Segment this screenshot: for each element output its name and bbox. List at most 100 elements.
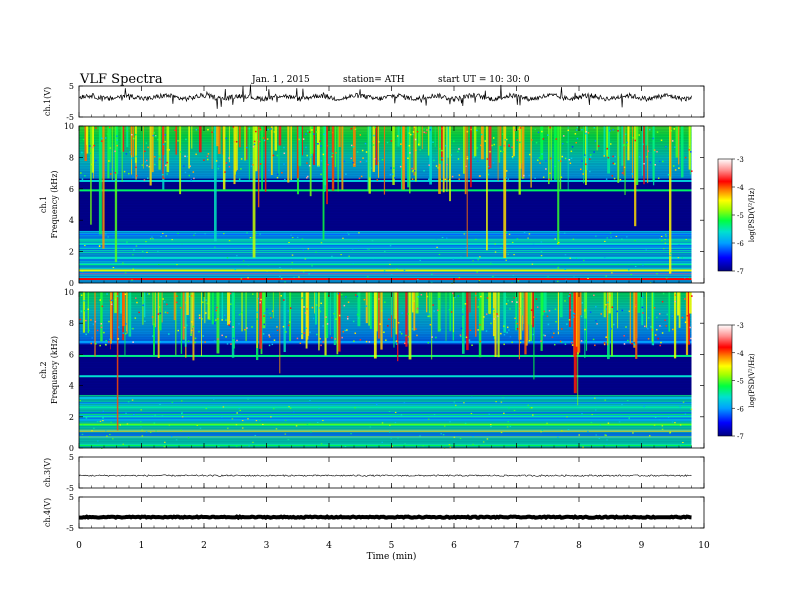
ch1-spectrogram-sferic xyxy=(334,126,337,167)
ch1-spectrogram-sferic xyxy=(198,126,202,153)
ch2-spectrogram-sferic xyxy=(283,292,286,353)
ch2-spectrogram-speckle xyxy=(175,301,178,304)
ch1-spectrogram-speckle xyxy=(106,133,109,135)
ch2-spectrogram-low-speckle xyxy=(667,417,670,419)
ch1-spectrogram-sferic xyxy=(618,126,620,157)
ch1-spectrogram-low-speckle xyxy=(603,257,606,259)
ch2-spectrogram-speckle xyxy=(85,333,87,336)
ch1-spectrogram-speckle xyxy=(470,128,472,131)
ch2-spectrogram-speckle xyxy=(148,293,150,295)
ch1-spectrogram-speckle xyxy=(309,156,311,158)
ch2-spectrogram-low-speckle xyxy=(81,424,84,426)
ch2-spectrogram-low-speckle xyxy=(472,443,474,445)
ch2-spectrogram-speckle xyxy=(230,303,232,305)
ch1-spectrogram-speckle xyxy=(114,171,117,174)
ch2-spectrogram-row xyxy=(79,390,692,394)
ch1-spectrogram-speckle xyxy=(492,137,495,139)
ch1-spectrogram-speckle xyxy=(250,165,253,167)
ch4-waveform-ytick-label: -5 xyxy=(66,524,74,533)
ch2-spectrogram-speckle xyxy=(399,331,401,333)
ch2-spectrogram-sferic xyxy=(673,292,677,359)
ch2-spectrogram-speckle xyxy=(105,344,107,346)
ch2-spectrogram-speckle xyxy=(584,310,586,312)
ch1-spectrogram-speckle xyxy=(95,159,97,162)
ch1-spectrogram-speckle xyxy=(245,146,248,149)
ch2-spectrogram-low-speckle xyxy=(671,421,674,423)
ch1-spectrogram-row xyxy=(79,126,692,129)
ch2-spectrogram-speckle xyxy=(553,343,556,346)
ch2-spectrogram-sferic xyxy=(161,292,163,323)
ch1-spectrogram-speckle xyxy=(511,156,514,158)
ch2-spectrogram-speckle xyxy=(206,302,209,305)
ch1-spectrogram-low-speckle xyxy=(132,254,134,256)
ch2-spectrogram-speckle xyxy=(653,307,656,309)
ch2-spectrogram-speckle xyxy=(100,326,103,329)
ch2-spectrogram-speckle xyxy=(387,325,389,327)
ch1-spectrogram-speckle xyxy=(365,151,368,153)
ch1-spectrogram-speckle xyxy=(569,162,572,164)
ch2-spectrogram-speckle xyxy=(504,296,507,299)
ch2-spectrogram-low-speckle xyxy=(628,417,631,419)
ch2-spectrogram-low-speckle xyxy=(235,424,238,426)
ch4-waveform-ytick-label: 5 xyxy=(69,493,74,502)
ch3-waveform-ylabel: ch.3(V) xyxy=(43,458,52,487)
ch1-spectrogram-speckle xyxy=(89,145,91,147)
ch2-spectrogram-sferic xyxy=(114,292,117,314)
ch2-spectrogram-speckle xyxy=(655,329,658,331)
ch1-spectrogram-speckle xyxy=(188,174,191,177)
ch1-spectrogram-speckle xyxy=(593,151,595,153)
ch1-spectrogram-speckle xyxy=(631,173,633,175)
ch2-spectrogram-low-speckle xyxy=(594,397,596,399)
ch2-spectrogram-thin-line xyxy=(79,424,692,426)
ch2-spectrogram-row xyxy=(79,445,692,449)
ch1-spectrogram-speckle xyxy=(408,144,411,147)
ch2-spectrogram-speckle xyxy=(543,310,545,313)
ch1-spectrogram-low-speckle xyxy=(226,257,229,259)
ch1-spectrogram-speckle xyxy=(662,160,664,163)
ch2-spectrogram-row xyxy=(79,292,692,295)
ch1-spectrogram-low-speckle xyxy=(634,240,636,242)
ch2-spectrogram-speckle xyxy=(232,337,235,340)
ch1-spectrogram-sferic xyxy=(310,126,313,157)
ch1-spectrogram-speckle xyxy=(125,153,128,155)
ch2-spectrogram-colorbar-label: log(PSD(V²/Hz) xyxy=(748,353,756,408)
ch1-spectrogram-low-speckle xyxy=(290,268,293,270)
ch1-spectrogram-speckle xyxy=(688,149,690,151)
ch2-spectrogram-speckle xyxy=(221,334,223,337)
ch1-spectrogram-speckle xyxy=(547,134,549,136)
ch2-spectrogram-speckle xyxy=(90,319,92,321)
ch2-spectrogram-colorbar-tick-label: -6 xyxy=(737,405,744,413)
ch2-spectrogram-low-speckle xyxy=(394,422,397,424)
ch2-spectrogram-speckle xyxy=(152,335,154,337)
ch1-spectrogram-speckle xyxy=(674,169,677,171)
ch1-spectrogram-sferic xyxy=(252,126,256,258)
ch1-spectrogram-speckle xyxy=(350,127,353,130)
ch2-spectrogram-low-speckle xyxy=(106,435,108,437)
ch2-spectrogram-speckle xyxy=(384,301,386,304)
ch2-spectrogram-speckle xyxy=(271,343,274,346)
ch2-spectrogram-speckle xyxy=(509,335,512,338)
ch2-spectrogram-low-speckle xyxy=(159,403,161,405)
ch2-spectrogram-sferic xyxy=(256,292,258,349)
ch2-spectrogram-low-speckle xyxy=(427,418,430,420)
ch1-spectrogram-speckle xyxy=(560,176,563,178)
ch1-spectrogram-sferic xyxy=(669,126,672,274)
ch1-spectrogram-sferic xyxy=(191,126,193,149)
ch1-spectrogram-low-speckle xyxy=(540,241,543,243)
ch1-spectrogram-low-speckle xyxy=(664,239,666,241)
ch2-spectrogram-sferic xyxy=(204,292,206,324)
ch1-spectrogram-speckle xyxy=(549,157,552,160)
ch1-spectrogram-speckle xyxy=(331,152,334,155)
ch1-spectrogram-sferic xyxy=(567,126,569,191)
ch2-spectrogram-speckle xyxy=(232,326,234,328)
ch1-spectrogram-low-speckle xyxy=(678,243,680,245)
ch2-spectrogram-speckle xyxy=(320,344,322,347)
ch1-spectrogram-speckle xyxy=(389,173,392,176)
ch2-spectrogram-speckle xyxy=(260,298,262,301)
ch2-spectrogram-speckle xyxy=(164,311,167,314)
ch2-spectrogram-speckle xyxy=(569,309,572,311)
ch2-spectrogram-low-speckle xyxy=(180,429,182,431)
ch1-spectrogram-low-speckle xyxy=(122,262,124,264)
ch1-spectrogram-low-speckle xyxy=(663,248,665,250)
ch1-spectrogram-sferic xyxy=(398,126,400,147)
